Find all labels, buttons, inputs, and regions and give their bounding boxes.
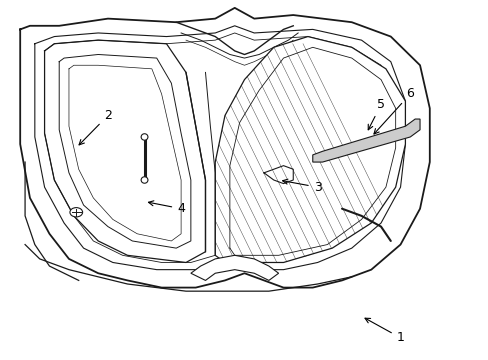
Polygon shape (215, 37, 405, 262)
Text: 4: 4 (148, 201, 184, 215)
Polygon shape (312, 119, 419, 162)
Text: 5: 5 (367, 98, 384, 130)
Polygon shape (190, 255, 278, 280)
Text: 2: 2 (79, 109, 112, 145)
Text: 6: 6 (373, 87, 413, 134)
Circle shape (70, 208, 82, 217)
Text: 1: 1 (365, 318, 404, 344)
Ellipse shape (141, 134, 148, 140)
Ellipse shape (141, 177, 148, 183)
Text: 3: 3 (282, 179, 321, 194)
